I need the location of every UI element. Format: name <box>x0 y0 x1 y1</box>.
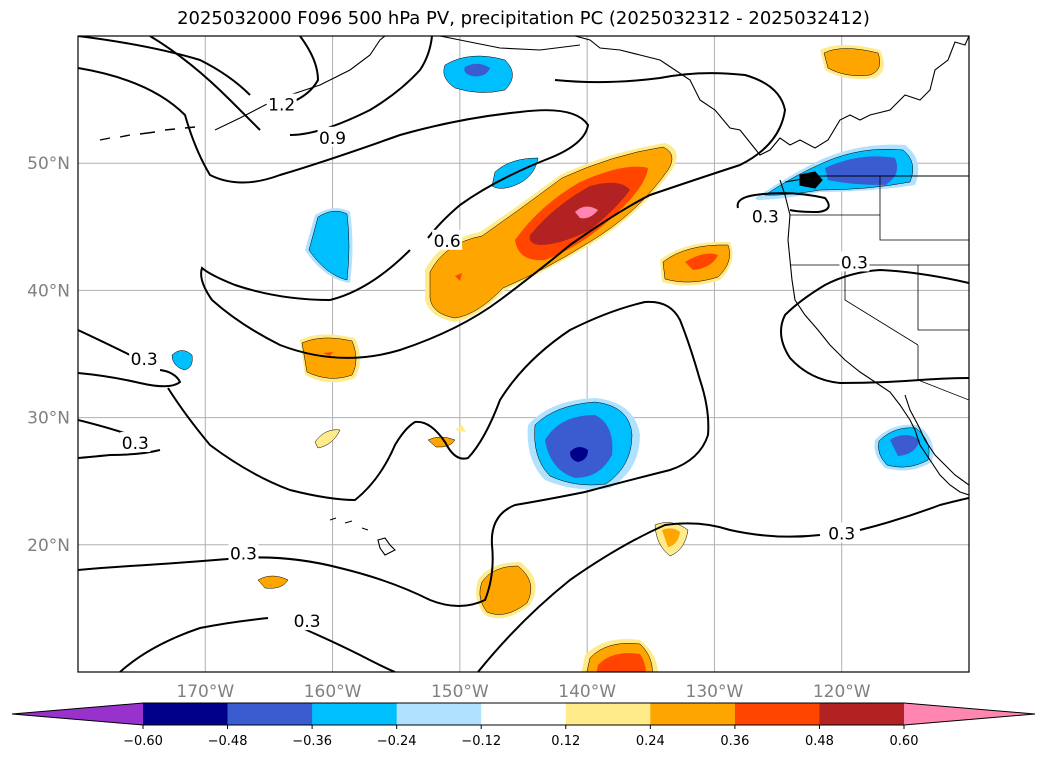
colorbar-extend-low <box>12 703 143 725</box>
contour-label-bg <box>317 126 348 147</box>
precip-pos-160w <box>300 334 360 383</box>
contour-label-bg <box>120 432 151 453</box>
precip-pos-165w <box>257 575 289 589</box>
contour-label-bg <box>750 205 781 226</box>
lon-label: 150°W <box>431 682 489 702</box>
coastline-baja <box>904 394 969 486</box>
coastline-west-coast-us <box>779 179 969 496</box>
precip-pos-141w <box>581 639 658 672</box>
coastline-north-america <box>574 36 969 156</box>
coastlines <box>99 36 969 556</box>
colorbar-tick-label: 0.36 <box>720 734 749 749</box>
contour-label: 0.3 <box>294 612 321 632</box>
pv-contour-0.9-inner <box>78 67 590 239</box>
contour-label-bg <box>129 348 160 369</box>
colorbar-extend-high <box>904 703 1035 725</box>
colorbar-bin <box>396 703 482 725</box>
pv-contour-0.6-west <box>78 36 251 96</box>
vancouver-island <box>799 171 823 189</box>
colorbar-bin <box>143 703 229 725</box>
contour-label-bg <box>266 93 297 114</box>
hawaiian-islands <box>329 517 396 556</box>
contour-label: 1.2 <box>268 96 295 116</box>
latitude-labels: 20°N 30°N 40°N 50°N <box>27 154 70 556</box>
pv-contour-0.3-se <box>477 497 969 672</box>
contour-label-bg <box>826 522 857 543</box>
colorbar-tick-label: −0.12 <box>461 734 501 749</box>
lon-label: 140°W <box>558 682 616 702</box>
contour-label: 0.3 <box>841 253 868 273</box>
lon-label: 170°W <box>176 682 234 702</box>
contour-label: 0.6 <box>434 232 461 252</box>
longitude-labels: 170°W 160°W 150°W 140°W 130°W 120°W <box>176 682 870 702</box>
precip-neg-baja <box>874 424 934 471</box>
pv-contour-0.6 <box>200 72 787 359</box>
pv-contour-0.3-main <box>78 300 710 607</box>
coastline-alaska <box>214 36 386 131</box>
precip-pos-small-1 <box>314 429 341 449</box>
precip-pos-small-2 <box>427 436 456 448</box>
colorbar-tick-label: 0.48 <box>805 734 834 749</box>
contour-label: 0.3 <box>230 545 257 565</box>
colorbar-tick-label: 0.24 <box>636 734 665 749</box>
pv-contour-labels: 1.2 0.9 0.6 0.3 0.3 0.3 0.3 0.3 0.3 0.3 <box>120 93 870 632</box>
precip-pos-small-3 <box>455 425 466 432</box>
colorbar-tick-label: −0.48 <box>208 734 248 749</box>
precip-neg-140w <box>527 398 640 490</box>
colorbar <box>11 702 1036 726</box>
precip-neg-160w <box>305 208 353 283</box>
precip-neg-gulf-alaska <box>443 55 513 93</box>
contour-label: 0.3 <box>752 208 779 228</box>
coastline-alaska-east <box>439 36 581 51</box>
precip-pos-canada <box>820 45 884 79</box>
pv-contour-0.9 <box>149 36 433 136</box>
contour-label: 0.3 <box>828 524 855 544</box>
pv-contour-0.3-ne <box>736 192 830 214</box>
precip-pos-133w <box>660 241 733 286</box>
contour-label-bg <box>228 542 259 563</box>
colorbar-bin <box>481 703 567 725</box>
lat-label: 40°N <box>27 281 70 301</box>
precip-neg-pacific-northwest <box>755 144 919 200</box>
contour-label: 0.9 <box>319 129 346 149</box>
colorbar-tick-label: −0.60 <box>123 734 163 749</box>
contour-label: 0.3 <box>131 350 158 370</box>
colorbar-tick-label: −0.36 <box>292 734 332 749</box>
pv-contour-0.3-east <box>780 268 969 385</box>
colorbar-bin <box>734 703 820 725</box>
plot-frame <box>77 35 970 673</box>
pv-contour-1.2 <box>289 36 320 104</box>
colorbar-bin <box>227 703 313 725</box>
precipitation-shading <box>171 45 934 672</box>
colorbar-bin <box>650 703 736 725</box>
lon-label: 120°W <box>813 682 871 702</box>
contour-label-bg <box>292 610 323 631</box>
map-title: 2025032000 F096 500 hPa PV, precipitatio… <box>177 8 870 29</box>
colorbar-bin <box>819 703 905 725</box>
state-borders <box>790 176 969 401</box>
lat-label: 30°N <box>27 409 70 429</box>
precip-pos-135w <box>654 522 689 557</box>
pv-contour-0.3-west <box>78 329 182 388</box>
precip-pos-147w <box>476 562 536 619</box>
contour-label: 0.3 <box>122 434 149 454</box>
pv-contour-0.3-south2 <box>119 617 396 672</box>
colorbar-tick-label: 0.60 <box>890 734 919 749</box>
precip-pos-band <box>425 143 677 322</box>
colorbar-tick-label: 0.12 <box>551 734 580 749</box>
colorbar-bin <box>565 703 651 725</box>
colorbar-tick-label: −0.24 <box>377 734 417 749</box>
aleutian-islands <box>99 126 196 141</box>
pv-contours <box>78 36 969 672</box>
precip-neg-172w <box>171 350 193 371</box>
colorbar-bin <box>312 703 398 725</box>
contour-label-bg <box>432 229 463 250</box>
lat-label: 50°N <box>27 154 70 174</box>
contour-label-bg <box>839 251 870 272</box>
colorbar-ticks: −0.60 −0.48 −0.36 −0.24 −0.12 0.12 0.24 0.36 0.4… <box>123 725 918 749</box>
lon-label: 160°W <box>304 682 362 702</box>
lat-label: 20°N <box>27 536 70 556</box>
lon-label: 130°W <box>686 682 744 702</box>
